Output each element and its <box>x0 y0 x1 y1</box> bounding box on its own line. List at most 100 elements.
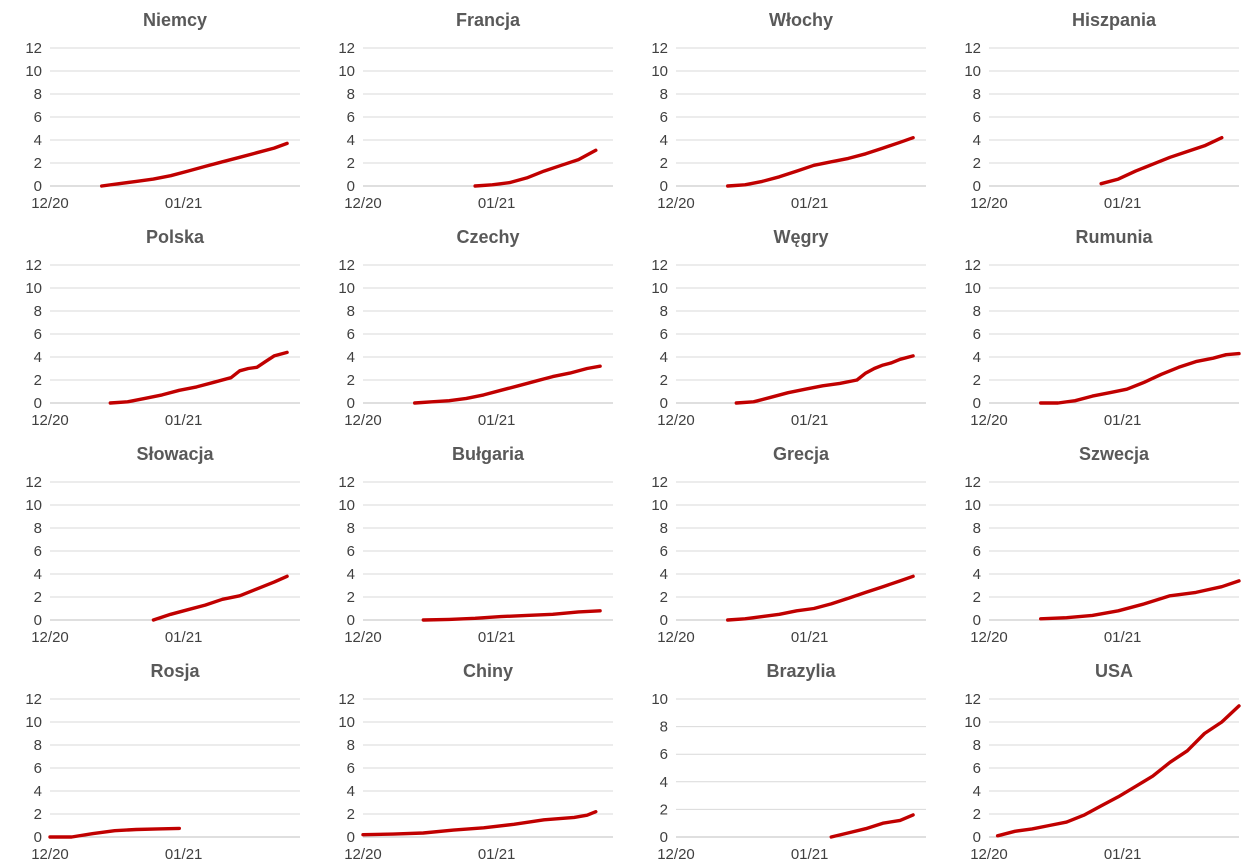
y-tick-label: 0 <box>660 395 668 412</box>
x-tick-label: 01/21 <box>478 629 516 646</box>
x-tick-label: 12/20 <box>657 846 695 863</box>
y-tick-label: 10 <box>338 63 355 80</box>
chart-panel: Bułgaria 0 2 4 6 8 10 12 12/20 01/21 <box>313 434 626 651</box>
chart-svg: Polska 0 2 4 6 8 10 12 12/20 01/21 <box>25 227 300 429</box>
x-tick-label: 01/21 <box>791 195 829 212</box>
chart-title: Czechy <box>456 227 519 247</box>
series-line <box>829 813 915 839</box>
y-tick-label: 6 <box>660 326 668 343</box>
y-tick-label: 4 <box>973 349 981 366</box>
chart-svg: Grecja 0 2 4 6 8 10 12 12/20 01/21 <box>651 444 926 646</box>
y-tick-label: 4 <box>973 566 981 583</box>
chart-title: Szwecja <box>1079 444 1150 464</box>
y-tick-label: 4 <box>347 132 355 149</box>
chart-svg: USA 0 2 4 6 8 10 12 12/20 01/21 <box>964 661 1241 863</box>
series-line <box>725 574 915 622</box>
y-tick-label: 0 <box>34 178 42 195</box>
x-tick-label: 12/20 <box>31 195 69 212</box>
y-tick-label: 10 <box>964 497 981 514</box>
x-tick-label: 12/20 <box>970 412 1008 429</box>
y-tick-label: 2 <box>34 372 42 389</box>
y-tick-label: 2 <box>660 589 668 606</box>
chart-panel: Chiny 0 2 4 6 8 10 12 12/20 01/21 <box>313 651 626 868</box>
chart-title: Hiszpania <box>1072 10 1157 30</box>
chart-panel: Niemcy 0 2 4 6 8 10 12 12/20 01/21 <box>0 0 313 217</box>
x-tick-label: 01/21 <box>478 846 516 863</box>
series-line <box>99 141 289 188</box>
y-tick-label: 2 <box>347 806 355 823</box>
series-line <box>361 809 598 837</box>
y-tick-label: 2 <box>347 155 355 172</box>
y-tick-label: 0 <box>34 395 42 412</box>
x-tick-label: 01/21 <box>165 195 203 212</box>
series-line <box>412 364 602 405</box>
chart-panel: Słowacja 0 2 4 6 8 10 12 12/20 01/21 <box>0 434 313 651</box>
series-line <box>1038 351 1241 405</box>
y-tick-label: 0 <box>660 178 668 195</box>
y-tick-label: 10 <box>651 691 668 708</box>
x-tick-label: 12/20 <box>344 846 382 863</box>
y-tick-label: 6 <box>34 109 42 126</box>
y-tick-label: 8 <box>973 86 981 103</box>
y-tick-label: 0 <box>347 829 355 846</box>
chart-panel: Rumunia 0 2 4 6 8 10 12 12/20 01/21 <box>939 217 1252 434</box>
y-tick-label: 8 <box>34 737 42 754</box>
y-tick-label: 0 <box>34 612 42 629</box>
y-tick-label: 4 <box>660 349 668 366</box>
chart-panel: Brazylia 0 2 4 6 8 10 12/20 01/21 <box>626 651 939 868</box>
y-tick-label: 6 <box>34 760 42 777</box>
y-tick-label: 8 <box>660 86 668 103</box>
chart-panel: Włochy 0 2 4 6 8 10 12 12/20 01/21 <box>626 0 939 217</box>
y-tick-label: 4 <box>660 774 668 791</box>
y-tick-label: 2 <box>660 372 668 389</box>
y-tick-label: 0 <box>973 178 981 195</box>
y-tick-label: 12 <box>964 257 981 274</box>
y-tick-label: 6 <box>347 326 355 343</box>
chart-svg: Rumunia 0 2 4 6 8 10 12 12/20 01/21 <box>964 227 1241 429</box>
x-tick-label: 01/21 <box>165 846 203 863</box>
series-line <box>473 148 598 188</box>
chart-svg: Włochy 0 2 4 6 8 10 12 12/20 01/21 <box>651 10 926 212</box>
chart-panel: Rosja 0 2 4 6 8 10 12 12/20 01/21 <box>0 651 313 868</box>
y-tick-label: 10 <box>964 280 981 297</box>
series-line <box>48 826 182 839</box>
y-tick-label: 0 <box>973 829 981 846</box>
x-tick-label: 12/20 <box>31 629 69 646</box>
x-tick-label: 01/21 <box>791 629 829 646</box>
x-tick-label: 01/21 <box>1104 195 1142 212</box>
y-tick-label: 12 <box>25 474 42 491</box>
y-tick-label: 4 <box>34 349 42 366</box>
chart-svg: Niemcy 0 2 4 6 8 10 12 12/20 01/21 <box>25 10 300 212</box>
y-tick-label: 2 <box>973 589 981 606</box>
chart-svg: Węgry 0 2 4 6 8 10 12 12/20 01/21 <box>651 227 926 429</box>
y-tick-label: 2 <box>973 372 981 389</box>
y-tick-label: 8 <box>973 303 981 320</box>
x-tick-label: 12/20 <box>657 412 695 429</box>
y-tick-label: 10 <box>651 280 668 297</box>
y-tick-label: 12 <box>25 257 42 274</box>
x-tick-label: 12/20 <box>970 195 1008 212</box>
y-tick-label: 10 <box>338 497 355 514</box>
y-tick-label: 4 <box>660 132 668 149</box>
chart-svg: Hiszpania 0 2 4 6 8 10 12 12/20 01/21 <box>964 10 1239 212</box>
series-line <box>725 135 915 188</box>
chart-svg: Szwecja 0 2 4 6 8 10 12 12/20 01/21 <box>964 444 1241 646</box>
x-tick-label: 01/21 <box>165 629 203 646</box>
x-tick-label: 12/20 <box>970 846 1008 863</box>
x-tick-label: 12/20 <box>657 629 695 646</box>
y-tick-label: 12 <box>338 691 355 708</box>
chart-panel: Czechy 0 2 4 6 8 10 12 12/20 01/21 <box>313 217 626 434</box>
y-tick-label: 6 <box>660 543 668 560</box>
x-tick-label: 01/21 <box>1104 629 1142 646</box>
y-tick-label: 2 <box>347 372 355 389</box>
y-tick-label: 10 <box>651 63 668 80</box>
chart-title: Niemcy <box>143 10 207 30</box>
x-tick-label: 12/20 <box>344 629 382 646</box>
x-tick-label: 12/20 <box>344 195 382 212</box>
y-tick-label: 8 <box>34 303 42 320</box>
series-line <box>1099 135 1224 186</box>
y-tick-label: 0 <box>347 395 355 412</box>
y-tick-label: 10 <box>338 714 355 731</box>
chart-svg: Chiny 0 2 4 6 8 10 12 12/20 01/21 <box>338 661 613 863</box>
y-tick-label: 6 <box>660 746 668 763</box>
